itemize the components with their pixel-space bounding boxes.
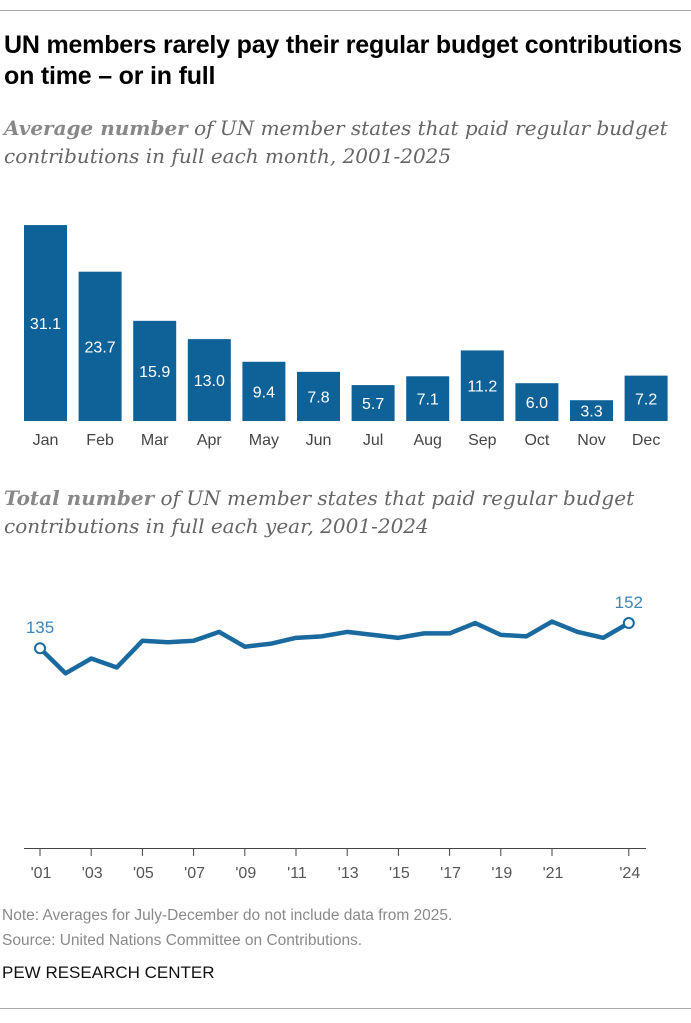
bar-value-label: 6.0	[526, 395, 548, 412]
x-tick-label: '09	[235, 865, 256, 882]
x-tick-label: '11	[287, 865, 307, 882]
source: Source: United Nations Committee on Cont…	[2, 932, 363, 949]
x-tick-label: '17	[440, 865, 461, 882]
x-tick-label: Aug	[413, 432, 441, 449]
note: Note: Averages for July-December do not …	[2, 907, 453, 924]
x-tick-label: '05	[133, 865, 154, 882]
bar-jul	[351, 385, 395, 421]
bar-nov	[570, 400, 613, 421]
endpoint-marker	[622, 617, 635, 630]
subtitle-bold: Total number	[4, 486, 155, 510]
endpoint-marker	[34, 642, 46, 655]
x-tick-label: Sep	[468, 432, 497, 449]
subtitle-rest: of UN member states that paid regular bu…	[4, 486, 635, 538]
x-tick-label: Feb	[86, 432, 114, 449]
top-rule	[0, 10, 691, 11]
bar-apr	[187, 339, 231, 421]
x-tick-label: Jan	[33, 432, 59, 449]
bar-value-label: 3.3	[580, 404, 602, 421]
bottom-rule	[0, 1008, 691, 1009]
bar-aug	[406, 376, 450, 421]
x-tick-label: Apr	[197, 432, 223, 449]
bar-value-label: 15.9	[139, 364, 170, 381]
bar-feb	[78, 271, 122, 421]
bar-oct	[515, 383, 559, 421]
x-tick-label: '15	[389, 865, 410, 882]
x-tick-label: Oct	[524, 432, 549, 449]
series-line	[38, 619, 630, 676]
bar-dec	[624, 375, 668, 421]
point-label: 152	[615, 593, 643, 612]
bar-value-label: 13.0	[194, 373, 225, 390]
bar-value-label: 11.2	[467, 379, 497, 396]
x-tick-label: '01	[31, 865, 52, 882]
bar-value-label: 23.7	[85, 339, 116, 356]
bar-chart: 31.1 Jan 23.7 Feb 15.9 Mar 13.0 Apr 9.4 May 7.8 Jun…	[24, 225, 668, 449]
bar-jan	[24, 225, 67, 421]
x-tick-label: Jul	[363, 432, 383, 449]
x-tick-label: '21	[543, 865, 564, 882]
bar-value-label: 7.1	[417, 392, 439, 409]
bar-may	[242, 361, 286, 421]
bar-value-label: 7.2	[635, 391, 657, 408]
x-tick-label: Mar	[141, 432, 169, 449]
x-tick-label: '03	[82, 865, 103, 882]
x-tick-label: May	[249, 432, 279, 449]
line-chart: '01 '03 '05 '07 '09 '11 '13 '15 '17 '19 '21 '24 135 1…	[24, 593, 646, 882]
bar-jun	[297, 371, 340, 421]
bar-value-label: 7.8	[307, 389, 329, 406]
brand-logo-text: PEW RESEARCH CENTER	[2, 963, 215, 982]
bar-value-label: 31.1	[30, 316, 61, 333]
chart-title: UN members rarely pay their regular budg…	[4, 31, 682, 90]
x-tick-label: Nov	[577, 432, 605, 449]
bar-chart-subtitle: Average number of UN member states that …	[4, 114, 689, 170]
x-tick-label: '13	[338, 865, 359, 882]
x-tick-label: Jun	[306, 432, 332, 449]
point-label: 135	[26, 618, 54, 637]
line-chart-subtitle: Total number of UN member states that pa…	[4, 484, 689, 540]
bar-sep	[460, 350, 504, 421]
x-tick-label: Dec	[632, 432, 660, 449]
subtitle-bold: Average number	[4, 116, 188, 140]
bar-value-label: 5.7	[362, 396, 384, 413]
bar-mar	[133, 320, 177, 421]
x-tick-label: '24	[619, 865, 640, 882]
bar-value-label: 9.4	[253, 384, 275, 401]
x-tick-label: '19	[491, 865, 512, 882]
x-tick-label: '07	[184, 865, 205, 882]
subtitle-rest: of UN member states that paid regular bu…	[4, 116, 668, 168]
